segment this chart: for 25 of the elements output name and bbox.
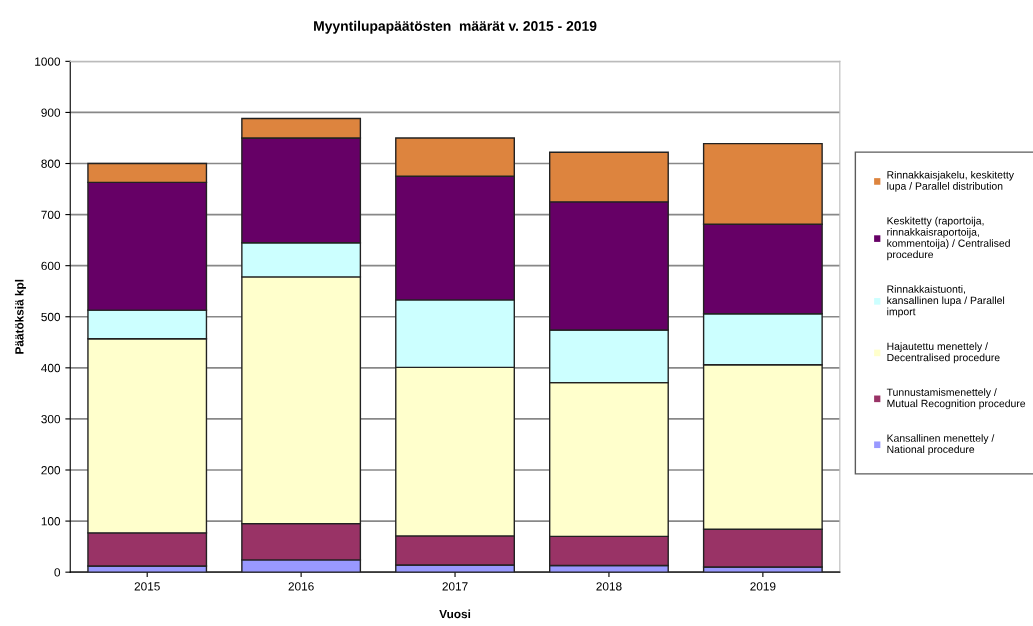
x-tick-label: 2018 bbox=[596, 582, 622, 591]
x-axis-title: Vuosi bbox=[439, 609, 471, 619]
x-tick-label: 2019 bbox=[750, 582, 776, 591]
legend-label: Rinnakkaistuonti, kansallinen lupa / Parallel import bbox=[887, 285, 1005, 318]
y-tick-label: 400 bbox=[41, 363, 61, 373]
legend-label: Hajautettu menettely / Decentralised procedure bbox=[887, 342, 1000, 364]
y-tick-label: 700 bbox=[41, 210, 61, 219]
y-tick-label: 900 bbox=[41, 108, 61, 117]
y-tick-label: 300 bbox=[41, 414, 61, 424]
legend-label: Rinnakkaisjakelu, keskitetty lupa / Parallel distribution bbox=[887, 170, 1014, 192]
y-tick-label: 200 bbox=[41, 466, 61, 475]
y-tick-label: 800 bbox=[41, 159, 61, 168]
legend-label: Kansallinen menettely / National procedure bbox=[887, 434, 995, 456]
y-tick-label: 0 bbox=[54, 568, 61, 577]
y-tick-label: 600 bbox=[41, 261, 61, 271]
legend-label: Keskitetty (raportoija, rinnakkaisraportoija, kommentoija) / Centralised procedure bbox=[887, 216, 1010, 261]
chart-title: Myyntilupapäätösten määrät v. 2015 - 2019 bbox=[314, 20, 597, 34]
y-tick-label: 500 bbox=[41, 312, 61, 322]
legend-label: Tunnustamismenettely / Mutual Recognition procedure bbox=[886, 388, 1026, 410]
x-tick-label: 2017 bbox=[442, 582, 468, 591]
x-tick-label: 2015 bbox=[134, 582, 160, 591]
x-tick-label: 2016 bbox=[288, 582, 314, 591]
y-axis-title: Päätöksiä kpl bbox=[14, 279, 26, 354]
y-tick-label: 1000 bbox=[35, 57, 61, 66]
y-tick-label: 100 bbox=[41, 517, 61, 526]
